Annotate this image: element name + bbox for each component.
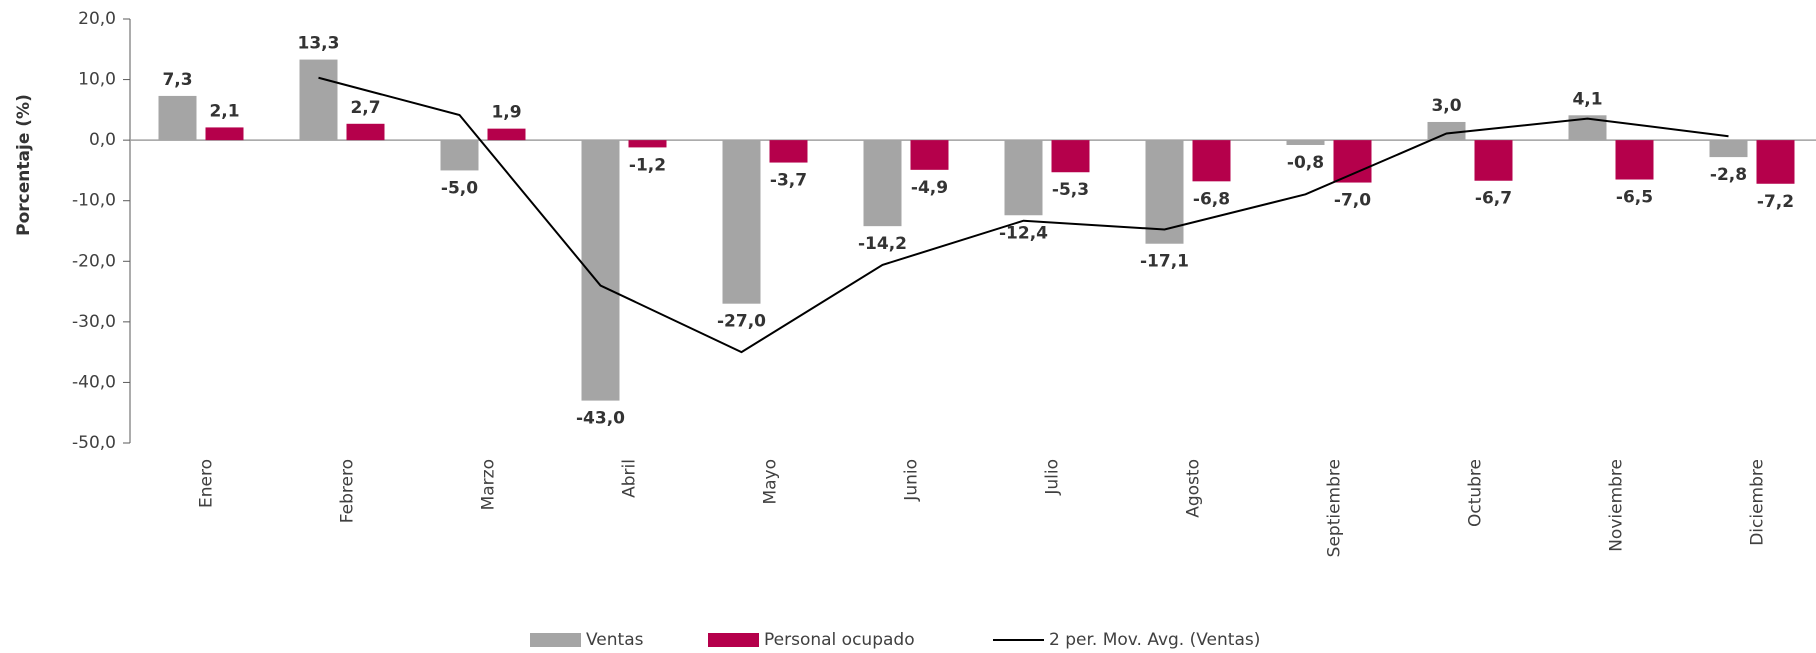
data-label: -17,1 [1140, 252, 1189, 272]
bar [628, 140, 667, 148]
legend-label: Ventas [586, 630, 644, 650]
data-label: -1,2 [629, 155, 666, 175]
y-tick-label: -50,0 [72, 433, 116, 453]
bar [487, 128, 526, 141]
data-label: 4,1 [1572, 89, 1602, 109]
data-label: -6,8 [1193, 189, 1230, 209]
bar [1756, 140, 1795, 184]
bar [1286, 140, 1325, 145]
x-tick-label: Noviembre [1607, 459, 1627, 552]
x-tick-label: Marzo [479, 459, 499, 510]
data-label: 7,3 [162, 70, 192, 90]
bar [863, 140, 902, 227]
data-label: 3,0 [1431, 96, 1461, 116]
data-label: -2,8 [1710, 165, 1747, 185]
y-tick-label: 20,0 [78, 9, 116, 29]
x-tick-label: Enero [197, 459, 217, 508]
x-tick-label: Junio [902, 459, 922, 502]
bar [346, 123, 385, 141]
y-axis-title: Porcentaje (%) [14, 94, 34, 236]
y-tick-label: -20,0 [72, 251, 116, 271]
x-tick-label: Septiembre [1325, 459, 1345, 557]
data-label: -4,9 [911, 178, 948, 198]
legend-swatch [708, 633, 759, 647]
bar [910, 140, 949, 170]
x-tick-label: Julio [1043, 459, 1063, 496]
data-label: 2,1 [209, 101, 239, 121]
bar [1709, 140, 1748, 158]
data-label: -3,7 [770, 171, 807, 191]
data-label: -14,2 [858, 234, 907, 254]
x-tick-label: Agosto [1184, 459, 1204, 518]
y-tick-label: -30,0 [72, 312, 116, 332]
bar [769, 140, 808, 163]
data-label: -12,4 [999, 223, 1048, 243]
legend-label: 2 per. Mov. Avg. (Ventas) [1049, 630, 1260, 650]
x-tick-label: Octubre [1466, 459, 1486, 527]
x-tick-label: Febrero [338, 459, 358, 523]
data-label: 13,3 [298, 34, 340, 54]
moving-average-line [318, 76, 1729, 354]
y-tick-label: 0,0 [89, 130, 116, 150]
bar [1051, 140, 1090, 173]
data-label: -6,5 [1616, 188, 1653, 208]
bar [1615, 140, 1654, 180]
data-label: -0,8 [1287, 153, 1324, 173]
data-label: -43,0 [576, 409, 625, 429]
x-tick-label: Diciembre [1748, 459, 1768, 546]
y-tick-label: -40,0 [72, 372, 116, 392]
bar [158, 95, 197, 141]
data-label: -7,0 [1334, 191, 1371, 211]
data-label: -7,2 [1757, 192, 1794, 212]
y-tick-label: -10,0 [72, 191, 116, 211]
x-tick-label: Mayo [761, 459, 781, 505]
legend-label: Personal ocupado [764, 630, 915, 650]
bar [1004, 140, 1043, 216]
bar [1427, 121, 1466, 141]
bar [440, 140, 479, 171]
data-label: -27,0 [717, 312, 766, 332]
bar [205, 127, 244, 141]
bar [299, 59, 338, 141]
data-label: -5,0 [441, 178, 478, 198]
bar [1474, 140, 1513, 181]
legend-swatch [530, 633, 581, 647]
y-tick-label: 10,0 [78, 70, 116, 90]
x-tick-label: Abril [620, 459, 640, 498]
data-label: 1,9 [491, 103, 521, 123]
bar [1333, 140, 1372, 183]
bar [1192, 140, 1231, 182]
data-label: -6,7 [1475, 189, 1512, 209]
bar [722, 140, 761, 304]
data-label: 2,7 [350, 98, 380, 118]
data-label: -5,3 [1052, 180, 1089, 200]
